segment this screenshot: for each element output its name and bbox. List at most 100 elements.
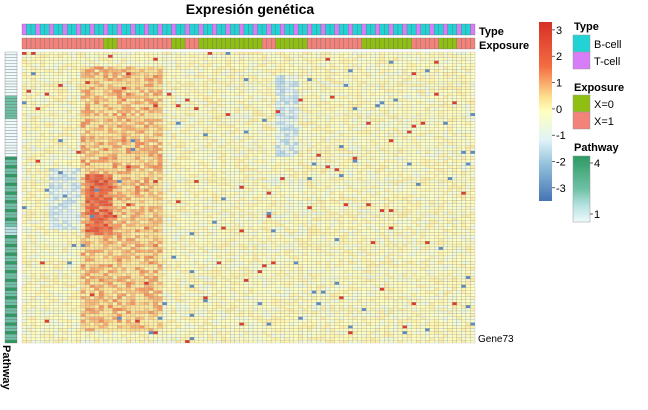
heatmap-cell bbox=[230, 86, 236, 90]
heatmap-cell bbox=[107, 98, 113, 102]
heatmap-cell bbox=[239, 124, 245, 128]
heatmap-cell bbox=[284, 69, 290, 73]
heatmap-cell bbox=[416, 142, 421, 146]
heatmap-cell bbox=[275, 124, 281, 128]
heatmap-cell bbox=[384, 107, 390, 111]
heatmap-cell bbox=[320, 130, 326, 134]
heatmap-cell bbox=[289, 83, 294, 88]
heatmap-cell bbox=[112, 179, 118, 184]
heatmap-cell bbox=[366, 98, 371, 102]
heatmap-cell bbox=[198, 118, 204, 122]
heatmap-cell bbox=[397, 80, 403, 85]
heatmap-cell bbox=[434, 124, 439, 128]
heatmap-cell bbox=[307, 147, 313, 152]
heatmap-cell bbox=[121, 98, 127, 102]
heatmap-cell bbox=[302, 104, 308, 108]
heatmap-cell bbox=[171, 54, 177, 58]
heatmap-cell bbox=[212, 113, 217, 117]
heatmap-cell bbox=[456, 136, 462, 140]
pathway-annotation-cell bbox=[4, 197, 18, 201]
heatmap-cell bbox=[234, 182, 240, 186]
heatmap-cell bbox=[153, 150, 158, 154]
heatmap-cell bbox=[456, 121, 462, 125]
heatmap-cell bbox=[311, 162, 317, 166]
heatmap-cell bbox=[239, 80, 245, 85]
heatmap-cell bbox=[284, 159, 290, 163]
heatmap-cell bbox=[452, 127, 457, 131]
heatmap-cell bbox=[429, 51, 435, 56]
heatmap-cell bbox=[248, 147, 254, 152]
heatmap-cell bbox=[339, 92, 344, 96]
heatmap-cell bbox=[103, 136, 109, 140]
heatmap-cell bbox=[94, 153, 100, 157]
heatmap-cell bbox=[447, 110, 453, 114]
exposure-annotation-cell bbox=[130, 37, 136, 50]
heatmap-cell bbox=[438, 153, 444, 157]
heatmap-cell bbox=[348, 150, 353, 154]
heatmap-cell bbox=[397, 133, 403, 137]
heatmap-cell bbox=[311, 118, 317, 122]
heatmap-cell bbox=[35, 83, 41, 88]
heatmap-cell bbox=[280, 145, 285, 149]
heatmap-cell bbox=[207, 174, 213, 178]
heatmap-cell bbox=[257, 177, 263, 181]
heatmap-cell bbox=[49, 130, 54, 134]
heatmap-cell bbox=[144, 185, 149, 189]
heatmap-cell bbox=[184, 95, 190, 99]
heatmap-cell bbox=[289, 110, 294, 114]
heatmap-cell bbox=[107, 121, 113, 125]
heatmap-cell bbox=[275, 147, 281, 152]
heatmap-cell bbox=[117, 51, 122, 56]
heatmap-cell bbox=[153, 130, 158, 134]
heatmap-cell bbox=[275, 107, 281, 111]
heatmap-cell bbox=[139, 104, 145, 108]
heatmap-cell bbox=[434, 104, 439, 108]
heatmap-cell bbox=[49, 89, 54, 93]
heatmap-cell bbox=[429, 89, 435, 93]
heatmap-cell bbox=[135, 69, 140, 73]
heatmap-cell bbox=[117, 118, 122, 122]
heatmap-cell bbox=[230, 101, 236, 105]
heatmap-cell bbox=[379, 92, 385, 96]
heatmap-cell bbox=[221, 86, 226, 90]
heatmap-cell bbox=[157, 130, 163, 134]
heatmap-cell bbox=[393, 83, 399, 88]
heatmap-cell bbox=[375, 179, 380, 184]
heatmap-cell bbox=[130, 54, 136, 58]
heatmap-cell bbox=[53, 89, 59, 93]
heatmap-cell bbox=[416, 139, 421, 143]
heatmap-cell bbox=[461, 113, 467, 117]
heatmap-cell bbox=[447, 124, 453, 128]
heatmap-cell bbox=[307, 72, 313, 76]
heatmap-cell bbox=[434, 54, 439, 58]
heatmap-cell bbox=[103, 121, 109, 125]
heatmap-cell bbox=[103, 78, 109, 82]
heatmap-cell bbox=[339, 80, 344, 85]
heatmap-cell bbox=[438, 168, 444, 172]
heatmap-cell bbox=[406, 168, 412, 172]
heatmap-cell bbox=[180, 156, 186, 160]
heatmap-cell bbox=[361, 124, 367, 128]
heatmap-cell bbox=[221, 98, 226, 102]
heatmap-cell bbox=[348, 133, 353, 137]
heatmap-cell bbox=[171, 95, 177, 99]
heatmap-cell bbox=[334, 98, 340, 102]
heatmap-cell bbox=[171, 150, 177, 154]
heatmap-cell bbox=[107, 110, 113, 114]
heatmap-cell bbox=[184, 51, 190, 56]
heatmap-cell bbox=[366, 147, 371, 152]
heatmap-cell bbox=[198, 92, 204, 96]
heatmap-cell bbox=[402, 92, 408, 96]
heatmap-cell bbox=[388, 171, 394, 175]
heatmap-cell bbox=[107, 145, 113, 149]
heatmap-cell bbox=[329, 63, 335, 67]
heatmap-cell bbox=[361, 80, 367, 85]
heatmap-cell bbox=[85, 177, 91, 181]
heatmap-cell bbox=[302, 98, 308, 102]
heatmap-cell bbox=[153, 72, 158, 76]
heatmap-cell bbox=[307, 177, 313, 181]
heatmap-cell bbox=[397, 101, 403, 105]
heatmap-cell bbox=[103, 51, 109, 56]
heatmap-cell bbox=[429, 127, 435, 131]
